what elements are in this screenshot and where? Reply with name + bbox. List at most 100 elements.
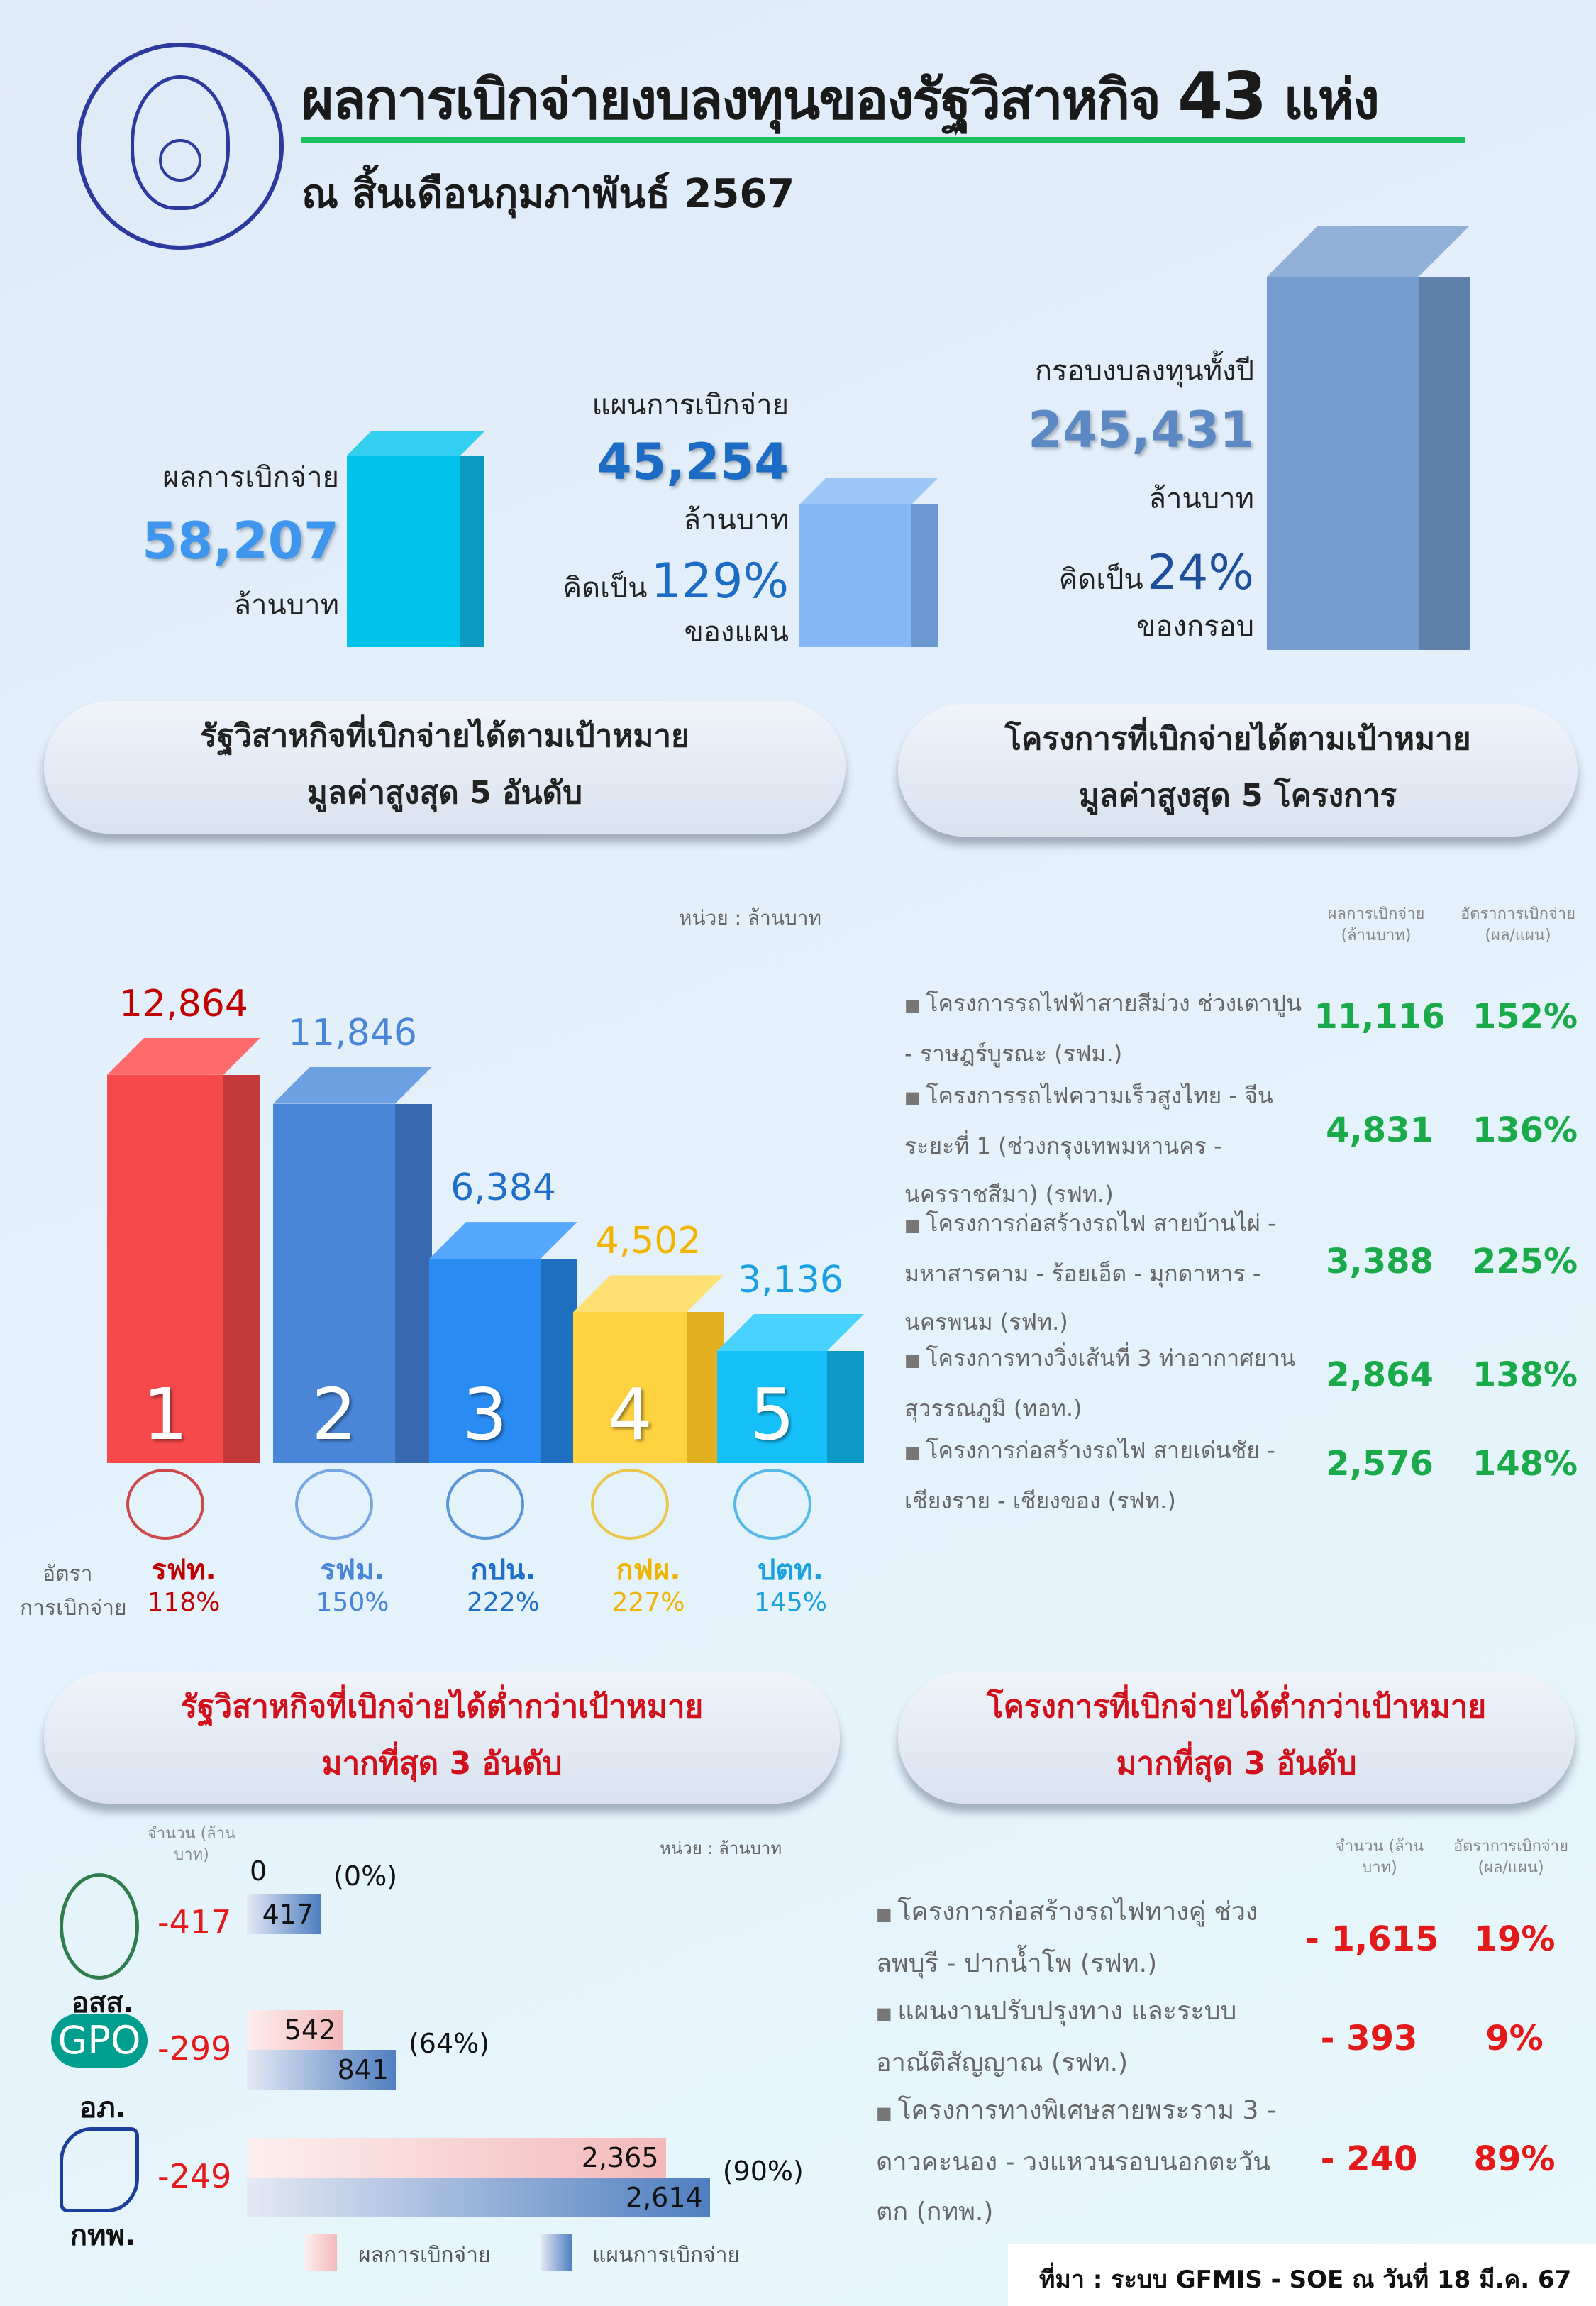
top-project-rate: 148% — [1472, 1444, 1578, 1484]
legend-plan-swatch — [541, 2234, 572, 2271]
top-project-value: 2,864 — [1326, 1355, 1434, 1395]
soe-name: รฟม. — [320, 1554, 385, 1587]
soe-rank: 2 — [311, 1372, 357, 1456]
plan-value: 45,254 — [597, 433, 789, 491]
plan-bar: 841 — [247, 2050, 396, 2090]
title-divider — [301, 137, 1465, 143]
legend-result-label: ผลการเบิกจ่าย — [358, 2243, 491, 2268]
soe-bar-top — [429, 1222, 577, 1259]
soe-name: รฟท. — [151, 1554, 216, 1587]
low-project-rate: 9% — [1485, 2019, 1544, 2058]
low-project-value: - 393 — [1320, 2019, 1418, 2058]
top-projects-col2: อัตราการเบิกจ่าย (ผล/แผน) — [1460, 905, 1576, 944]
soe-rate: 227% — [611, 1588, 685, 1617]
low-soe-pct: (64%) — [408, 2028, 490, 2059]
sepo-logo — [77, 43, 284, 250]
soe-rate: 145% — [754, 1588, 827, 1617]
top-project-name: โครงการก่อสร้างรถไฟ สายเด่นชัย - เชียงรา… — [904, 1426, 1302, 1525]
legend-plan-label: แผนการเบิกจ่าย — [592, 2243, 741, 2268]
source-box: ที่มา : ระบบ GFMIS - SOE ณ วันที่ 18 มี.… — [1008, 2244, 1596, 2306]
low-projects-col2: อัตราการเบิกจ่าย (ผล/แผน) — [1453, 1838, 1569, 1877]
low-soe-name: อภ. — [79, 2092, 126, 2124]
frame-label: กรอบงบลงทุนทั้งปี — [1034, 355, 1254, 387]
page-subtitle: ณ สิ้นเดือนกุมภาพันธ์ 2567 — [301, 171, 795, 217]
top-project-rate: 152% — [1472, 997, 1578, 1037]
soe-bar-top — [107, 1037, 260, 1075]
soe-value-label: 12,864 — [119, 982, 248, 1025]
gpo-logo: GPO — [51, 2014, 148, 2068]
soe-bar-4: 4 — [573, 1275, 724, 1463]
plan-bar: 417 — [247, 1894, 321, 1934]
top-soe-header: รัฐวิสาหกิจที่เบิกจ่ายได้ตามเป้าหมาย มูลค… — [44, 701, 846, 834]
top-project-rate: 138% — [1472, 1355, 1578, 1395]
soe-logo-icon — [445, 1469, 524, 1540]
soe-name: กฟผ. — [616, 1554, 681, 1587]
top-project-value: 11,116 — [1314, 997, 1446, 1037]
page-title: ผลการเบิกจ่ายงบลงทุนของรัฐวิสาหกิจ 43 แห… — [301, 58, 1380, 134]
result-bar — [347, 431, 484, 647]
top-projects-col1: ผลการเบิกจ่าย (ล้านบาท) — [1327, 905, 1425, 944]
low-project-name: โครงการทางพิเศษสายพระราม 3 - ดาวคะนอง - … — [876, 2086, 1302, 2237]
top-project-name: โครงการก่อสร้างรถไฟ สายบ้านไผ่ - มหาสารค… — [904, 1199, 1302, 1346]
soe-value-label: 6,384 — [450, 1166, 556, 1210]
soe-name: กปน. — [470, 1554, 536, 1587]
low-projects-col1: จำนวน (ล้านบาท) — [1335, 1838, 1424, 1877]
soe-bar-top — [717, 1314, 864, 1351]
rate-label-1: อัตรา — [43, 1562, 93, 1587]
soe-bar-1: 1 — [107, 1037, 260, 1463]
result-value: 58,207 — [142, 511, 339, 570]
soe-rank: 1 — [143, 1372, 188, 1456]
soe-bar-top — [273, 1066, 432, 1104]
frame-unit: ล้านบาท — [1148, 482, 1254, 515]
exat-logo-icon — [60, 2127, 139, 2212]
low-project-name: แผนงานปรับปรุงทาง และระบบอาณัติสัญญาณ (ร… — [876, 1987, 1302, 2088]
top-project-value: 3,388 — [1326, 1242, 1434, 1281]
soe-bar-top — [573, 1275, 724, 1313]
top-project-rate: 136% — [1472, 1110, 1578, 1150]
soe-logo-icon — [733, 1469, 811, 1540]
plan-pct: คิดเป็น 129% — [563, 553, 789, 609]
legend-result-swatch — [305, 2234, 337, 2271]
plan-unit: ล้านบาท — [683, 504, 789, 536]
low-project-name: โครงการก่อสร้างรถไฟทางคู่ ช่วงลพบุรี - ป… — [876, 1887, 1302, 1989]
frame-value: 245,431 — [1028, 401, 1254, 459]
low-soe-col: จำนวน (ล้านบาท) — [147, 1825, 236, 1864]
plan-bar: 2,614 — [247, 2178, 710, 2217]
low-soe-pct: (90%) — [722, 2156, 804, 2187]
low-project-rate: 19% — [1473, 1919, 1556, 1959]
soe-rate: 150% — [316, 1588, 389, 1617]
low-project-value: - 240 — [1320, 2139, 1418, 2179]
low-soe-diff: -417 — [157, 1903, 232, 1941]
plan-pct-suffix: ของแผน — [684, 616, 789, 649]
top-project-rate: 225% — [1472, 1242, 1578, 1281]
frame-pct: คิดเป็น 24% — [1058, 545, 1254, 601]
low-project-rate: 89% — [1473, 2139, 1556, 2179]
frame-pct-suffix: ของกรอบ — [1136, 610, 1254, 643]
rate-label-2: การเบิกจ่าย — [20, 1596, 127, 1621]
low-soe-pct: (0%) — [333, 1860, 398, 1892]
soe-rate: 222% — [467, 1588, 540, 1617]
soe-bar-5: 5 — [717, 1314, 864, 1463]
soe-value-label: 3,136 — [738, 1259, 843, 1301]
top-project-name: โครงการรถไฟฟ้าสายสีม่วง ช่วงเตาปูน - ราษ… — [904, 979, 1302, 1078]
top-soe-unit: หน่วย : ล้านบาท — [679, 906, 821, 929]
soe-name: ปตท. — [758, 1554, 824, 1587]
soe-logo-icon — [591, 1469, 669, 1540]
result-label: 0 — [250, 1855, 267, 1887]
low-soe-name: กทพ. — [70, 2219, 136, 2252]
soe-rate: 118% — [147, 1588, 221, 1617]
result-unit: ล้านบาท — [233, 589, 339, 622]
frame-bar — [1267, 226, 1470, 650]
source-text: ที่มา : ระบบ GFMIS - SOE ณ วันที่ 18 มี.… — [1039, 2266, 1572, 2294]
soe-rank: 3 — [462, 1372, 508, 1456]
soe-bar-2: 2 — [273, 1066, 432, 1463]
low-soe-diff: -249 — [157, 2157, 232, 2195]
soe-value-label: 4,502 — [595, 1220, 702, 1263]
soe-rank: 4 — [607, 1372, 653, 1456]
low-projects-header: โครงการที่เบิกจ่ายได้ต่ำกว่าเป้าหมาย มากท… — [898, 1672, 1575, 1804]
top-project-value: 4,831 — [1326, 1110, 1434, 1150]
result-bar: 2,365 — [247, 2138, 666, 2178]
soe-logo-icon — [295, 1469, 373, 1540]
soe-bar-3: 3 — [429, 1222, 577, 1463]
low-soe-diff: -299 — [157, 2029, 232, 2068]
